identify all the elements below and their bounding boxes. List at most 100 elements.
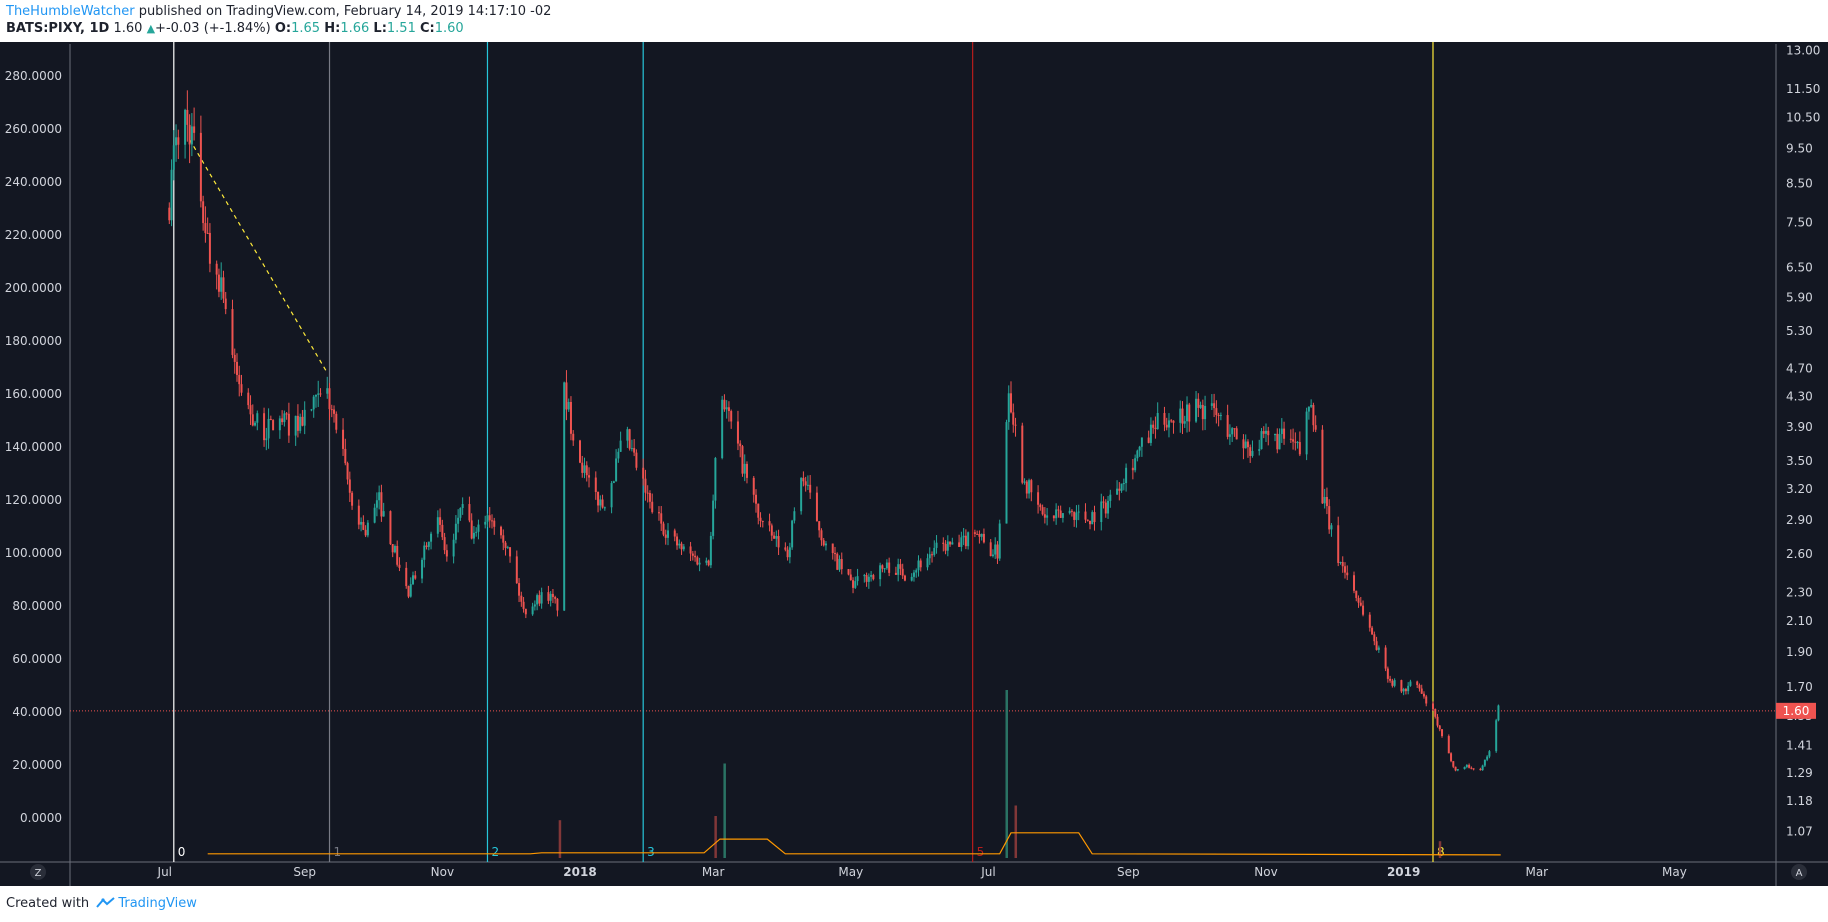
candle-body: [633, 448, 636, 453]
right-axis-tick-label: 5.90: [1786, 291, 1813, 305]
candle-body: [1373, 634, 1376, 642]
candle-body: [958, 542, 961, 547]
candle-body: [193, 126, 196, 133]
candle-body: [326, 388, 329, 394]
z-button[interactable]: Z: [30, 864, 46, 880]
candle-body: [452, 539, 455, 557]
candle-body: [1116, 488, 1119, 495]
candle-body: [477, 524, 480, 532]
candle-body: [831, 543, 834, 554]
candle-body: [601, 499, 604, 508]
candle-body: [360, 521, 363, 525]
candle-body: [1093, 512, 1096, 523]
candle-body: [493, 520, 496, 527]
candle-body: [664, 534, 667, 538]
candle-body: [1359, 602, 1362, 606]
candle-body: [1172, 420, 1175, 423]
candle-body: [1431, 703, 1434, 710]
candle-body: [1010, 393, 1013, 413]
right-axis-tick-label: 7.50: [1786, 216, 1813, 230]
volume-ma-line: [207, 832, 1501, 856]
candle-body: [998, 523, 1001, 559]
candle-body: [565, 382, 568, 410]
candle-body: [1294, 441, 1297, 443]
right-axis-tick-label: 4.30: [1786, 390, 1813, 404]
candle-body: [1402, 688, 1405, 692]
candle-body: [680, 543, 683, 550]
candle-body: [1140, 437, 1143, 447]
candle-body: [967, 532, 970, 547]
candle-body: [903, 575, 906, 581]
candle-body: [865, 575, 868, 582]
candle-body: [915, 570, 918, 573]
candle-body: [1014, 424, 1017, 426]
candle-body: [791, 520, 794, 548]
candle-body: [597, 491, 600, 506]
auto-scale-button[interactable]: A: [1791, 864, 1807, 880]
candle-body: [1061, 513, 1064, 518]
candle-body: [554, 597, 557, 599]
candle-body: [942, 542, 945, 545]
candle-body: [777, 536, 780, 548]
left-axis-tick-label: 20.0000: [12, 758, 62, 772]
candle-body: [951, 542, 954, 545]
candle-body: [240, 384, 243, 393]
candle-body: [396, 545, 399, 565]
cycle-label: 3: [647, 845, 655, 859]
candle-body: [849, 574, 852, 581]
candle-body: [1154, 427, 1157, 430]
candle-body: [630, 448, 633, 450]
author-link[interactable]: TheHumbleWatcher: [6, 4, 135, 19]
candle-body: [912, 572, 915, 577]
candle-body: [233, 354, 236, 362]
candle-body: [721, 399, 724, 459]
candle-body: [186, 109, 189, 125]
candle-body: [569, 401, 572, 434]
candle-body: [231, 309, 234, 355]
candle-body: [1497, 705, 1500, 721]
candle-body: [1265, 430, 1268, 434]
candle-body: [441, 524, 444, 538]
candle-body: [217, 274, 220, 292]
candle-body: [299, 416, 302, 431]
candle-body: [1147, 437, 1150, 443]
candle-body: [1391, 680, 1394, 686]
candle-body: [265, 438, 268, 441]
high-label: H:: [324, 21, 341, 36]
candle-body: [414, 575, 417, 579]
candle-body: [1102, 501, 1105, 503]
price-chart[interactable]: 0.0000 20.0000 40.0000 60.0000 80.0000 100.00…: [0, 42, 1828, 886]
candle-body: [364, 529, 367, 536]
candle-body: [430, 533, 433, 542]
candle-body: [879, 565, 882, 580]
candle-body: [1201, 404, 1204, 420]
candle-body: [1292, 439, 1295, 442]
candle-body: [1486, 756, 1489, 760]
candle-body: [303, 409, 306, 426]
candle-body: [1436, 716, 1439, 726]
volume-bar: [723, 763, 726, 858]
candle-body: [199, 132, 202, 202]
close-value: 1.60: [434, 21, 464, 36]
candle-body: [1483, 759, 1486, 766]
auto-scale-button-label: A: [1796, 868, 1803, 879]
candle-body: [1447, 736, 1450, 754]
candle-body: [256, 413, 259, 423]
candle-body: [1343, 566, 1346, 573]
candle-body: [1328, 506, 1331, 530]
candle-body: [533, 604, 536, 607]
candle-body: [1075, 512, 1078, 520]
candle-body: [1188, 404, 1191, 422]
candle-body: [461, 504, 464, 509]
cycle-label: 1: [334, 845, 342, 859]
candle-body: [973, 532, 976, 534]
candle-body: [470, 520, 473, 539]
right-axis-tick-label: 8.50: [1786, 176, 1813, 190]
tradingview-brand[interactable]: TradingView: [118, 896, 197, 911]
candle-body: [635, 452, 638, 468]
candle-body: [980, 533, 983, 537]
candle-body: [1041, 507, 1044, 515]
candle-body: [931, 554, 934, 556]
candle-body: [696, 557, 699, 565]
candle-body: [673, 530, 676, 537]
